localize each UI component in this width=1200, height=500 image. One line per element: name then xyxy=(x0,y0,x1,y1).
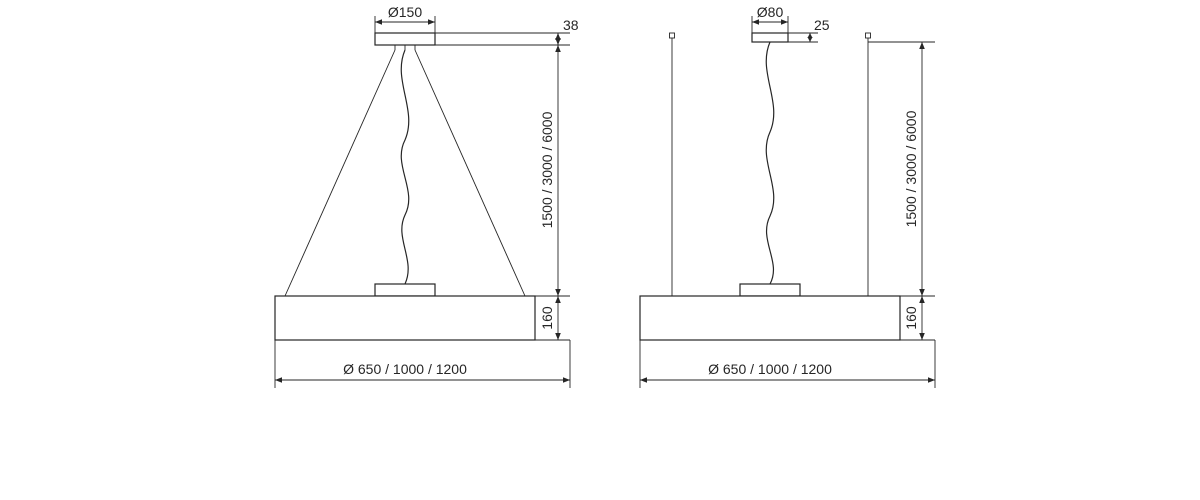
technical-drawing: Ø150 38 1500 / 3000 / 6000 160 xyxy=(0,0,1200,500)
wire-left xyxy=(285,50,395,296)
dim-canopy-dia-label: Ø150 xyxy=(388,4,422,20)
dim-width: Ø 650 / 1000 / 1200 xyxy=(640,340,935,388)
wire-right xyxy=(415,50,525,296)
luminaire-body xyxy=(275,296,535,340)
dim-drop-label: 1500 / 3000 / 6000 xyxy=(903,110,919,227)
junction-box xyxy=(375,284,435,296)
dim-width: Ø 650 / 1000 / 1200 xyxy=(275,340,570,388)
canopy xyxy=(375,33,435,45)
dim-drop-label: 1500 / 3000 / 6000 xyxy=(539,111,555,228)
canopy xyxy=(752,33,788,42)
junction-box xyxy=(740,284,800,296)
dim-right-column: 1500 / 3000 / 6000 160 xyxy=(868,42,935,340)
dim-canopy-h-label: 25 xyxy=(814,17,830,33)
dim-canopy-dia: Ø150 xyxy=(375,4,435,33)
drawing-right: Ø80 25 1500 / 3000 / 6000 160 xyxy=(640,4,935,388)
power-cable xyxy=(766,42,774,284)
dim-canopy-h: 25 xyxy=(788,17,830,42)
dim-canopy-h-label: 38 xyxy=(563,17,579,33)
dim-canopy-dia: Ø80 xyxy=(752,4,788,33)
dim-right-column: 38 1500 / 3000 / 6000 160 xyxy=(435,17,579,340)
luminaire-body xyxy=(640,296,900,340)
dim-canopy-dia-label: Ø80 xyxy=(757,4,784,20)
dim-body-h-label: 160 xyxy=(903,306,919,330)
dim-width-label: Ø 650 / 1000 / 1200 xyxy=(343,361,467,377)
drawing-left: Ø150 38 1500 / 3000 / 6000 160 xyxy=(275,4,579,388)
dim-body-h-label: 160 xyxy=(539,306,555,330)
dim-width-label: Ø 650 / 1000 / 1200 xyxy=(708,361,832,377)
power-cable xyxy=(401,50,409,284)
